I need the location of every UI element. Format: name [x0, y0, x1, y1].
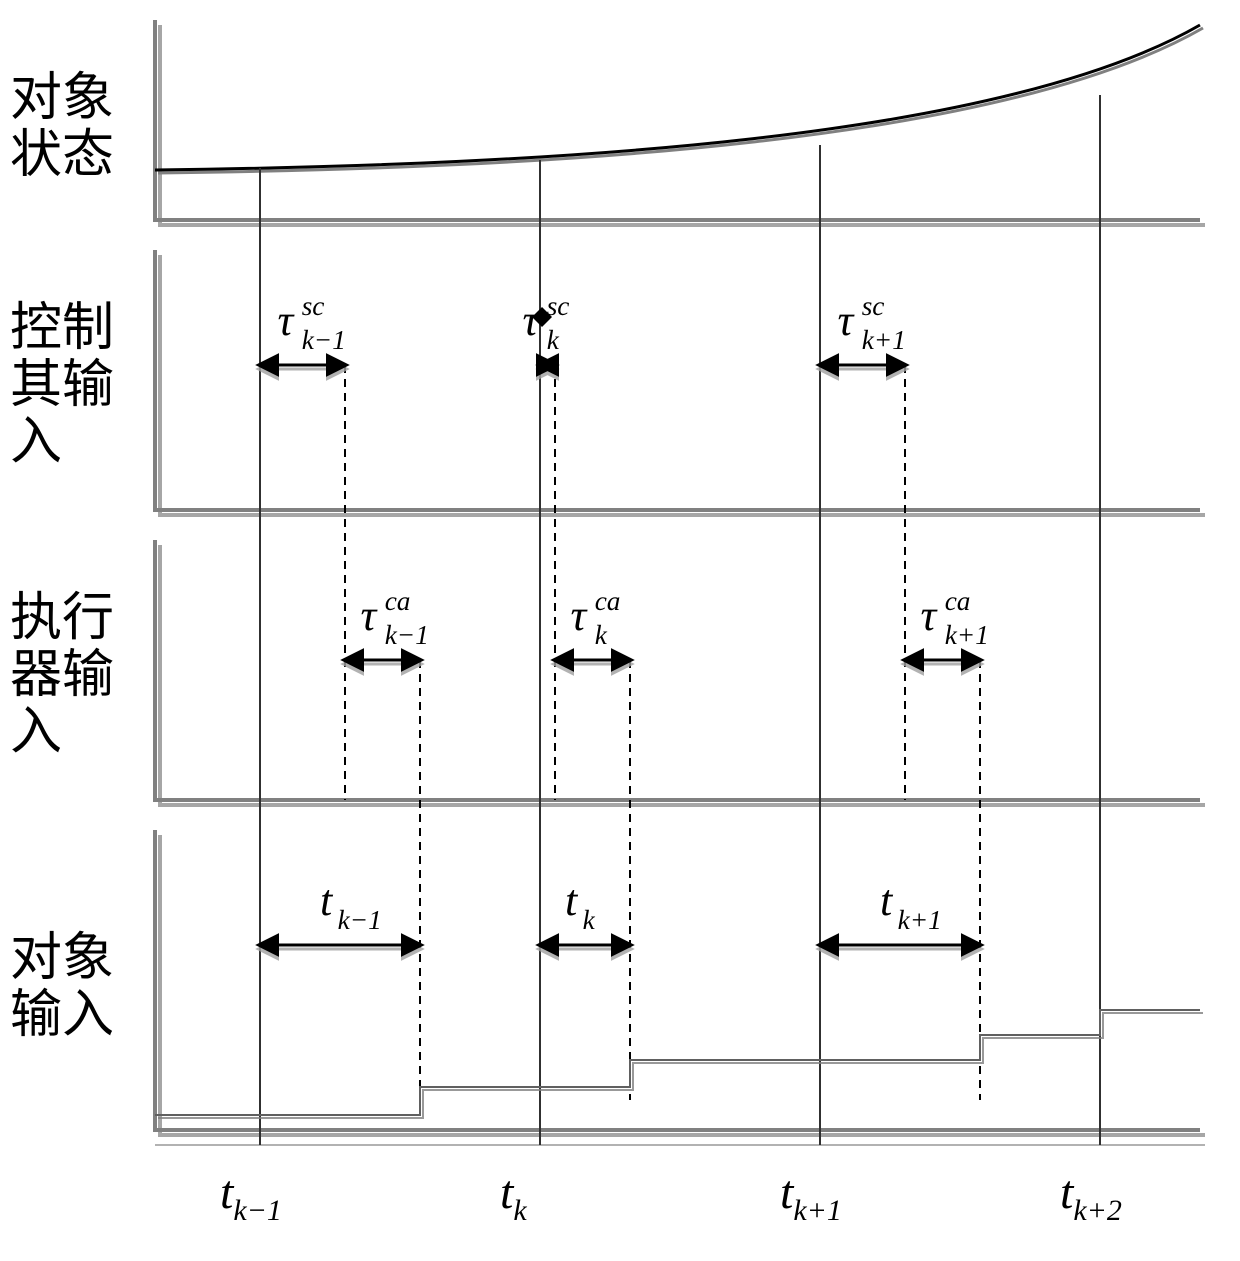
- svg-text:k−1: k−1: [302, 325, 346, 355]
- svg-text:t: t: [565, 876, 579, 925]
- svg-text:k+1: k+1: [945, 620, 989, 650]
- svg-text:k+1: k+1: [898, 905, 942, 935]
- svg-text:τ: τ: [571, 591, 589, 640]
- svg-text:ca: ca: [385, 586, 411, 616]
- svg-text:k: k: [547, 325, 560, 355]
- svg-text:τ: τ: [278, 296, 296, 345]
- svg-text:k: k: [583, 905, 596, 935]
- svg-text:ca: ca: [945, 586, 971, 616]
- svg-text:τ: τ: [838, 296, 856, 345]
- svg-text:k+1: k+1: [862, 325, 906, 355]
- svg-text:t: t: [880, 876, 894, 925]
- svg-text:k−1: k−1: [385, 620, 429, 650]
- svg-text:ca: ca: [595, 586, 621, 616]
- diagram-svg: τsck−1τsckτsck+1τcak−1τcakτcak+1tk−1tktk…: [0, 0, 1240, 1261]
- svg-text:sc: sc: [862, 291, 885, 321]
- svg-text:τ: τ: [921, 591, 939, 640]
- svg-text:k−1: k−1: [338, 905, 382, 935]
- svg-text:τ: τ: [361, 591, 379, 640]
- svg-text:sc: sc: [302, 291, 325, 321]
- svg-text:t: t: [320, 876, 334, 925]
- svg-text:k: k: [595, 620, 608, 650]
